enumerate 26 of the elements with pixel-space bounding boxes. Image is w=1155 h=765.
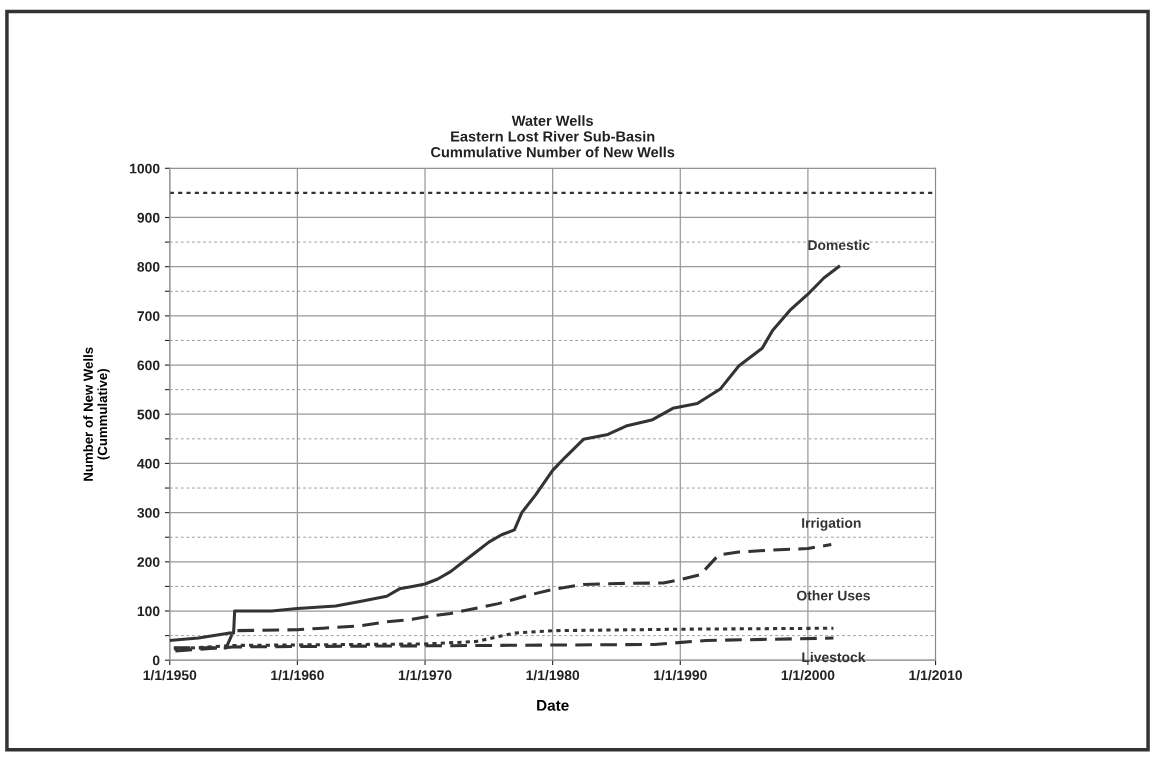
y-tick-label: 400 — [137, 458, 160, 469]
y-tick-label: 0 — [152, 655, 160, 666]
x-tick-label: 1/1/1980 — [526, 669, 580, 681]
y-tick-label: 700 — [137, 311, 160, 322]
x-tick-label: 1/1/1990 — [654, 669, 707, 681]
x-tick-label: 1/1/2010 — [909, 669, 963, 681]
y-tick-label: 800 — [137, 262, 160, 272]
series-label: Domestic — [808, 239, 870, 251]
x-tick-label: 1/1/1950 — [143, 669, 197, 681]
y-axis-title: Number of New Wells (Cummulative) — [83, 347, 110, 481]
x-tick-label: 1/1/1970 — [398, 669, 452, 681]
chart-title: Water Wells — [511, 115, 593, 126]
x-tick-label: 1/1/2000 — [781, 669, 835, 681]
y-tick-label: 1000 — [130, 163, 160, 174]
series-label: Irrigation — [802, 517, 861, 531]
x-tick-label: 1/1/1960 — [271, 669, 324, 681]
y-tick-label: 200 — [137, 557, 160, 567]
y-tick-label: 100 — [137, 606, 160, 617]
x-axis-title: Date — [537, 700, 569, 711]
y-tick-label: 900 — [137, 212, 160, 223]
series-label: Livestock — [802, 651, 866, 663]
y-tick-label: 300 — [137, 507, 160, 518]
text: Other Uses — [796, 590, 870, 601]
y-tick-label: 500 — [137, 409, 160, 420]
y-tick-label: 600 — [137, 360, 160, 371]
chart-subtitle: Eastern Lost River Sub-Basin Cummulative Number of New Wells — [431, 130, 675, 158]
